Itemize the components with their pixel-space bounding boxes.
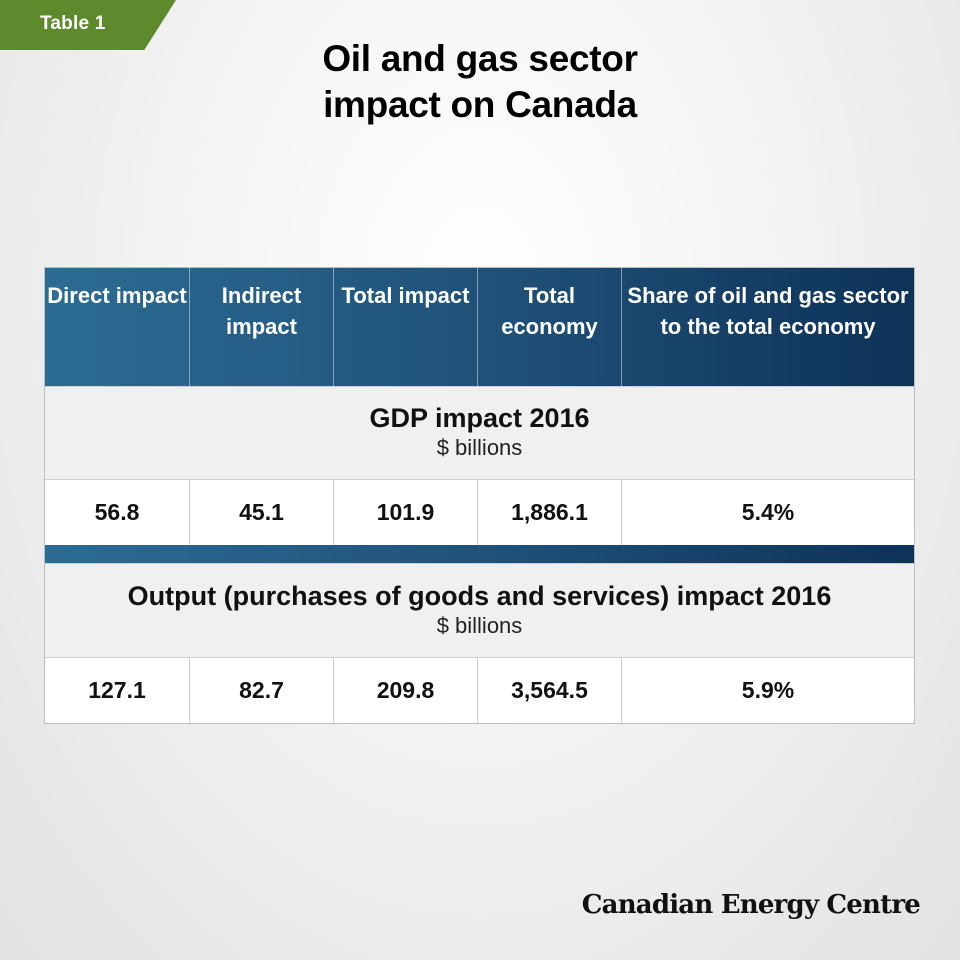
gdp-section-unit: $ billions [436,435,523,460]
section-divider [45,545,914,563]
gdp-section-title: GDP impact 2016 [369,403,590,433]
gdp-share-value: 5.4% [741,499,795,525]
output-section-heading: Output (purchases of goods and services)… [45,563,914,657]
table-number-label: Table 1 [40,13,106,34]
gdp-section-heading: GDP impact 2016 $ billions [45,386,914,479]
gdp-indirect-value: 45.1 [190,480,334,545]
table-number-tag: Table 1 [0,0,176,50]
table-row: 56.8 45.1 101.9 1,886.1 5.4% [45,479,914,545]
output-total-value: 209.8 [334,658,478,723]
gdp-direct-value: 56.8 [45,480,190,545]
gdp-total-value: 101.9 [334,480,478,545]
gdp-economy-value: 1,886.1 [478,480,622,545]
header-indirect-impact: Indirect impact [190,268,334,386]
output-section-title: Output (purchases of goods and services)… [127,581,832,611]
output-section-unit: $ billions [436,613,523,638]
impact-table: Direct impact Indirect impact Total impa… [44,267,915,724]
title-line-2: impact on Canada [323,84,637,125]
header-direct-impact: Direct impact [45,268,190,386]
output-economy-value: 3,564.5 [478,658,622,723]
header-share: Share of oil and gas sector to the total… [627,283,909,339]
title-line-1: Oil and gas sector [322,38,638,79]
output-share-value: 5.9% [741,677,795,703]
table-header-row: Direct impact Indirect impact Total impa… [45,268,914,386]
output-direct-value: 127.1 [45,658,190,723]
publisher-logo-text: Canadian Energy Centre [581,890,921,920]
header-total-economy: Total economy [478,268,622,386]
header-total-impact: Total impact [334,268,478,386]
output-indirect-value: 82.7 [190,658,334,723]
page-title: Oil and gas sector impact on Canada [0,36,960,128]
table-row: 127.1 82.7 209.8 3,564.5 5.9% [45,657,914,723]
